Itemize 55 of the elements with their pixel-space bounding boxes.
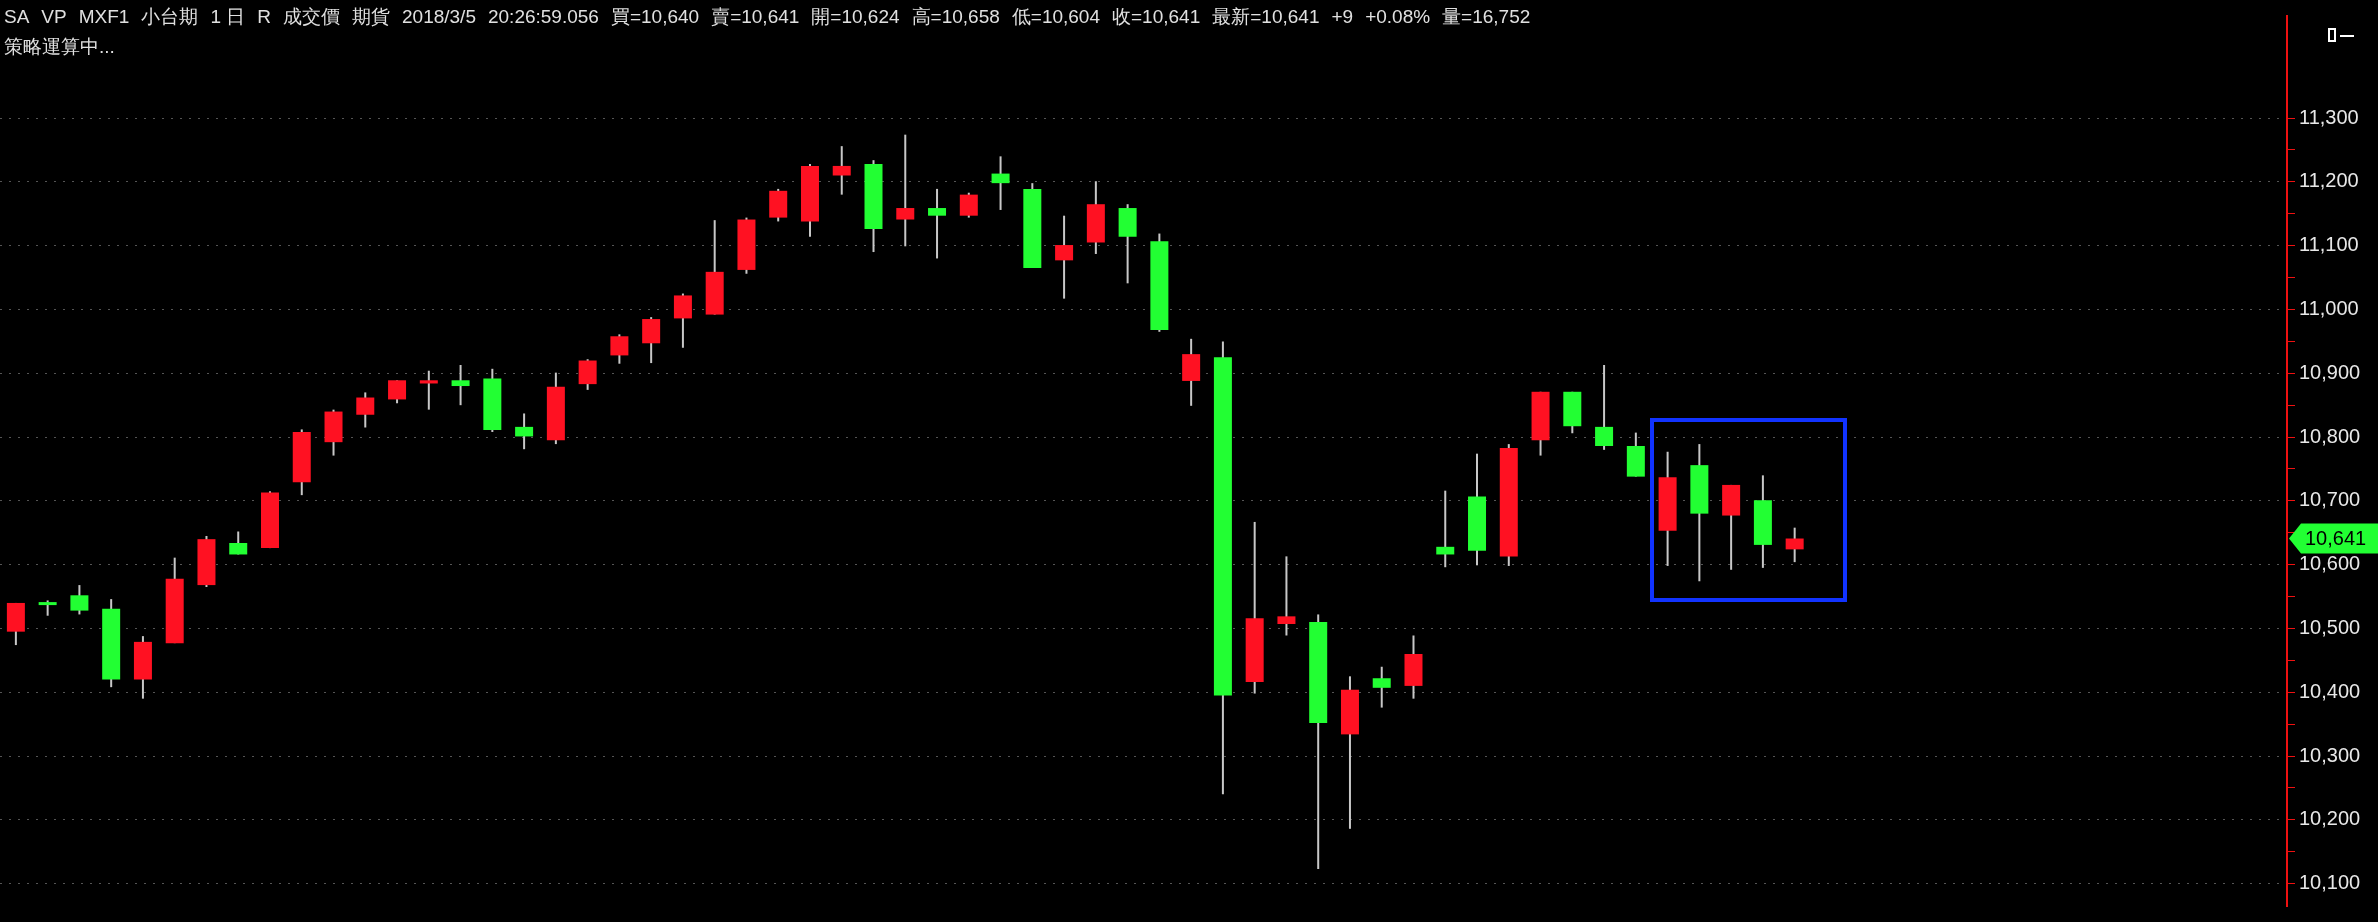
candlestick [70, 584, 89, 616]
annotation: 低=10,604 [1011, 5, 1101, 29]
y-tick-label: 10,200 [2299, 807, 2361, 830]
y-tick-label: 11,100 [2299, 233, 2359, 256]
candlestick [1785, 526, 1804, 564]
candlestick [419, 369, 438, 411]
candlestick [832, 145, 851, 196]
candlestick [1436, 489, 1455, 569]
annotation: +9 [1331, 6, 1354, 28]
annotation: 策略運算中... [4, 36, 115, 57]
candlestick [1277, 555, 1296, 637]
annotation: MXF1 [78, 6, 130, 28]
annotation: 小台期 [141, 5, 199, 29]
candlestick [610, 333, 629, 365]
annotation: 開=10,624 [811, 5, 900, 29]
annotation: 期貨 [352, 5, 390, 29]
annotation: 高=10,658 [911, 5, 1000, 29]
y-tick-label: 11,300 [2299, 105, 2359, 128]
annotation: 成交價 [283, 5, 340, 29]
annotation: +0.08% [1365, 6, 1431, 28]
candlestick [673, 292, 692, 349]
candlestick [515, 412, 534, 451]
y-tick-label: 10,700 [2299, 488, 2361, 511]
candlestick [451, 363, 470, 407]
candlestick [959, 191, 978, 219]
y-tick-label: 10,400 [2299, 679, 2361, 702]
annotation: 2018/3/5 [402, 6, 476, 28]
annotation: 買=10,640 [610, 5, 700, 29]
candlestick [578, 358, 597, 391]
candlestick [388, 379, 407, 405]
y-tick-label: 10,800 [2299, 424, 2361, 447]
candlestick [1372, 665, 1391, 709]
candlestick [356, 391, 375, 429]
annotation: 量=16,752 [1442, 5, 1531, 29]
y-tick-label: 10,600 [2299, 552, 2361, 575]
annotation: 最新=10,641 [1212, 5, 1320, 29]
candlestick [991, 155, 1010, 211]
candlestick [928, 187, 947, 260]
y-tick-label: 10,500 [2299, 615, 2361, 638]
y-tick-label: 11,000 [2299, 296, 2359, 319]
annotation: VP [41, 6, 67, 28]
y-tick-label: 10,100 [2299, 871, 2361, 894]
annotation: 收=10,641 [1112, 5, 1201, 29]
annotation: 賣=10,641 [711, 5, 800, 29]
candlestick [896, 133, 915, 248]
candlestick [1055, 214, 1074, 300]
text: 10,641 [2305, 527, 2367, 550]
annotation: 1 日 [210, 5, 246, 29]
annotation: SA [4, 6, 30, 28]
candlestick [1595, 363, 1614, 451]
annotation: 20:26:59.056 [487, 6, 599, 28]
y-tick-label: 10,900 [2299, 360, 2361, 383]
y-tick-label: 11,200 [2299, 169, 2359, 192]
annotation: R [257, 6, 271, 28]
y-tick-label: 10,300 [2299, 743, 2361, 766]
